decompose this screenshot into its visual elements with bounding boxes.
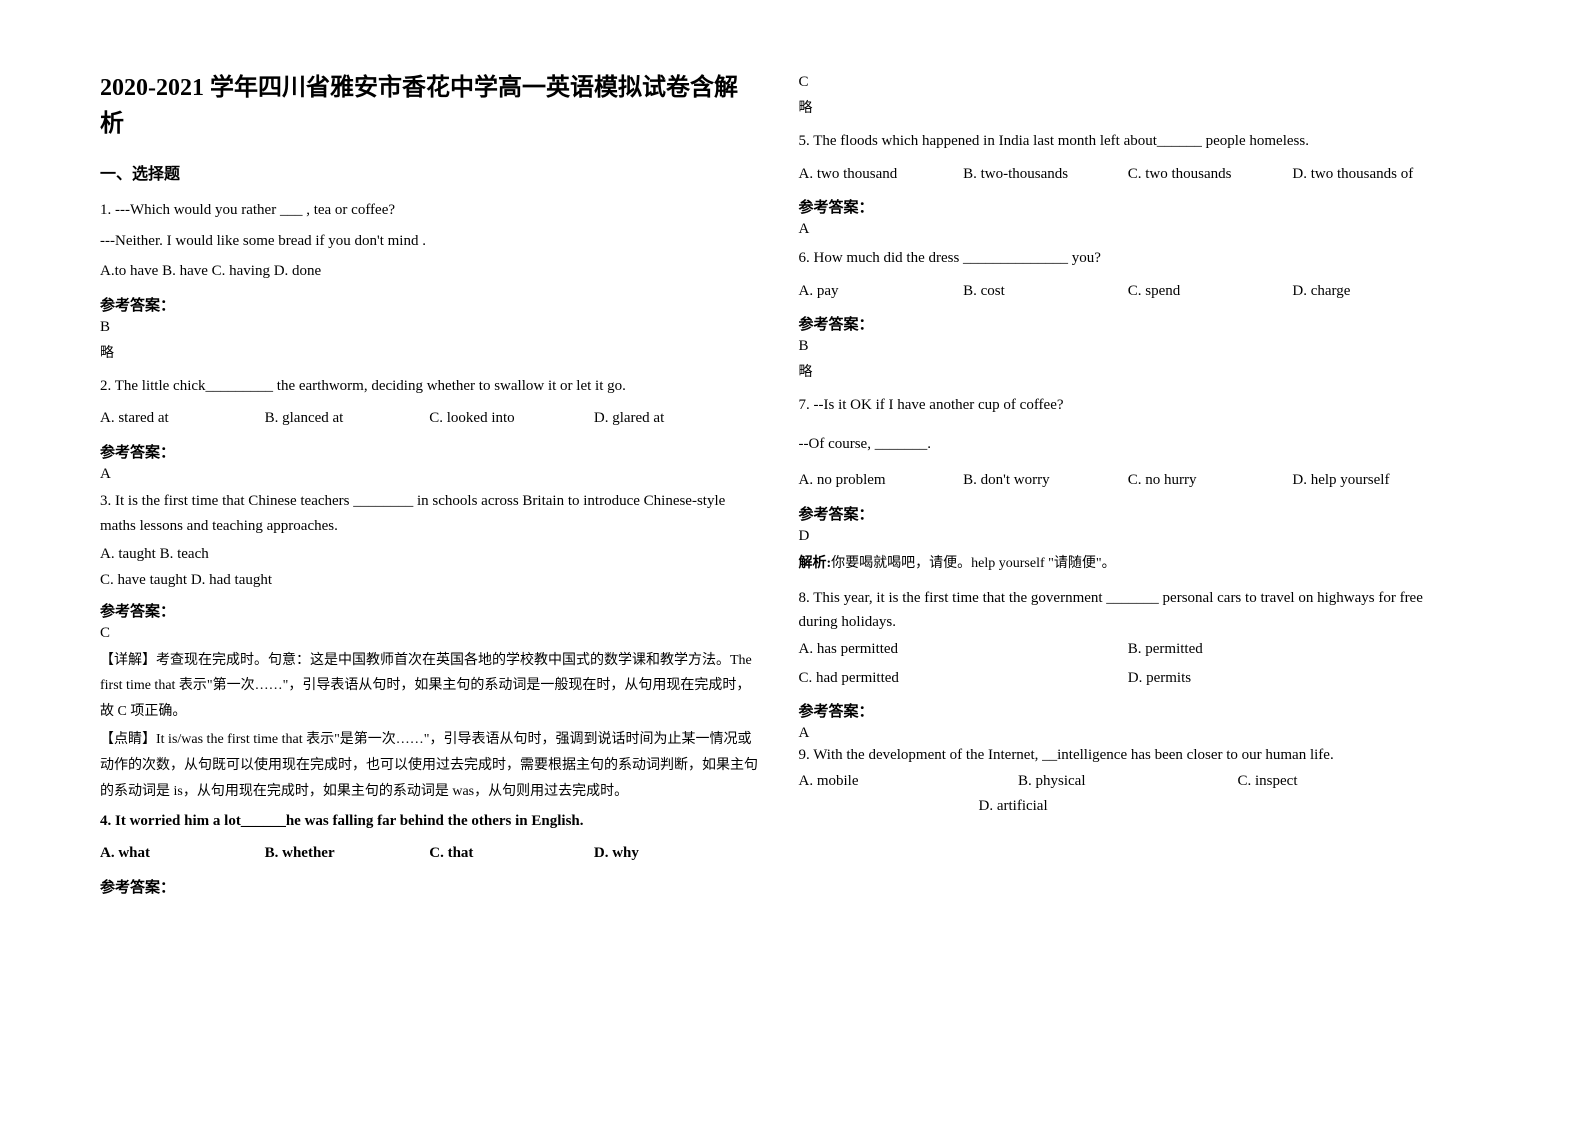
q2-options: A. stared at B. glanced at C. looked int… <box>100 404 759 433</box>
q6-optD: D. charge <box>1292 277 1457 306</box>
q9-optC: C. inspect <box>1238 769 1458 793</box>
q5-answer-label: 参考答案： <box>799 196 1458 217</box>
q7-optA: A. no problem <box>799 466 964 495</box>
q7-optC: C. no hurry <box>1128 466 1293 495</box>
q4-options: A. what B. whether C. that D. why <box>100 839 759 868</box>
q5-optA: A. two thousand <box>799 160 964 189</box>
q5-optB: B. two-thousands <box>963 160 1128 189</box>
q1-answer-label: 参考答案： <box>100 294 759 315</box>
q9-optB: B. physical <box>1018 769 1238 793</box>
q5-options: A. two thousand B. two-thousands C. two … <box>799 160 1458 189</box>
q8-options-row1: A. has permitted B. permitted <box>799 636 1458 663</box>
q9-optA: A. mobile <box>799 769 1019 793</box>
q4-answer-label: 参考答案： <box>100 876 759 897</box>
q5-answer: A <box>799 221 1458 238</box>
q6-options: A. pay B. cost C. spend D. charge <box>799 277 1458 306</box>
q1-line2: ---Neither. I would like some bread if y… <box>100 227 759 256</box>
q3-explain1: 【详解】考查现在完成时。句意：这是中国教师首次在英国各地的学校教中国式的数学课和… <box>100 648 759 726</box>
q7-optD: D. help yourself <box>1292 466 1457 495</box>
q4-line1: 4. It worried him a lot______he was fall… <box>100 807 759 836</box>
q9-optD: D. artificial <box>979 798 1048 814</box>
q4-optA: A. what <box>100 839 265 868</box>
q2-optB: B. glanced at <box>265 404 430 433</box>
left-column: 2020-2021 学年四川省雅安市香花中学高一英语模拟试卷含解析 一、选择题 … <box>100 70 799 1082</box>
q4-optD: D. why <box>594 839 759 868</box>
q8-optA: A. has permitted <box>799 636 1128 663</box>
q2-optD: D. glared at <box>594 404 759 433</box>
q3-line3: C. have taught D. had taught <box>100 568 759 592</box>
q6-optA: A. pay <box>799 277 964 306</box>
q6-omit: 略 <box>799 361 1458 381</box>
q8-optD: D. permits <box>1128 665 1457 692</box>
q6-line1: 6. How much did the dress ______________… <box>799 244 1458 273</box>
q3-explain2: 【点睛】It is/was the first time that 表示"是第一… <box>100 727 759 805</box>
q5-line1: 5. The floods which happened in India la… <box>799 127 1458 156</box>
q1-omit: 略 <box>100 342 759 362</box>
q4-optC: C. that <box>429 839 594 868</box>
q1-options: A.to have B. have C. having D. done <box>100 257 759 286</box>
q8-options-row2: C. had permitted D. permits <box>799 665 1458 692</box>
section-heading: 一、选择题 <box>100 160 759 184</box>
q3-line2: A. taught B. teach <box>100 542 759 566</box>
q2-answer-label: 参考答案： <box>100 441 759 462</box>
q4-answer: C <box>799 74 1458 91</box>
q4-omit: 略 <box>799 97 1458 117</box>
q6-answer-label: 参考答案： <box>799 313 1458 334</box>
q7-explain-prefix: 解析: <box>799 556 832 571</box>
q5-optC: C. two thousands <box>1128 160 1293 189</box>
q7-answer: D <box>799 528 1458 545</box>
q6-answer: B <box>799 338 1458 355</box>
q9-line1: 9. With the development of the Internet,… <box>799 744 1458 767</box>
q7-explain: 解析:你要喝就喝吧，请便。help yourself "请随便"。 <box>799 551 1458 577</box>
q2-line1: 2. The little chick_________ the earthwo… <box>100 372 759 401</box>
q7-answer-label: 参考答案： <box>799 503 1458 524</box>
q2-optA: A. stared at <box>100 404 265 433</box>
q3-answer: C <box>100 625 759 642</box>
q3-answer-label: 参考答案： <box>100 600 759 621</box>
q2-answer: A <box>100 466 759 483</box>
q8-optC: C. had permitted <box>799 665 1128 692</box>
q1-line1: 1. ---Which would you rather ___ , tea o… <box>100 196 759 225</box>
q7-explain-body: 你要喝就喝吧，请便。help yourself "请随便"。 <box>831 556 1115 571</box>
q7-line2: --Of course, _______. <box>799 430 1458 459</box>
q8-optB: B. permitted <box>1128 636 1457 663</box>
q8-line1: 8. This year, it is the first time that … <box>799 586 1458 634</box>
q2-optC: C. looked into <box>429 404 594 433</box>
q3-line1: 3. It is the first time that Chinese tea… <box>100 489 759 540</box>
q6-optB: B. cost <box>963 277 1128 306</box>
q7-optB: B. don't worry <box>963 466 1128 495</box>
q7-options: A. no problem B. don't worry C. no hurry… <box>799 466 1458 495</box>
exam-title: 2020-2021 学年四川省雅安市香花中学高一英语模拟试卷含解析 <box>100 70 759 142</box>
q8-answer: A <box>799 725 1458 742</box>
q1-answer: B <box>100 319 759 336</box>
q9-options-row2: D. artificial <box>799 795 1458 818</box>
q4-optB: B. whether <box>265 839 430 868</box>
q7-line1: 7. --Is it OK if I have another cup of c… <box>799 391 1458 420</box>
q5-optD: D. two thousands of <box>1292 160 1457 189</box>
q8-answer-label: 参考答案： <box>799 700 1458 721</box>
q9-options-row1: A. mobile B. physical C. inspect <box>799 769 1458 793</box>
q6-optC: C. spend <box>1128 277 1293 306</box>
right-column: C 略 5. The floods which happened in Indi… <box>799 70 1498 1082</box>
